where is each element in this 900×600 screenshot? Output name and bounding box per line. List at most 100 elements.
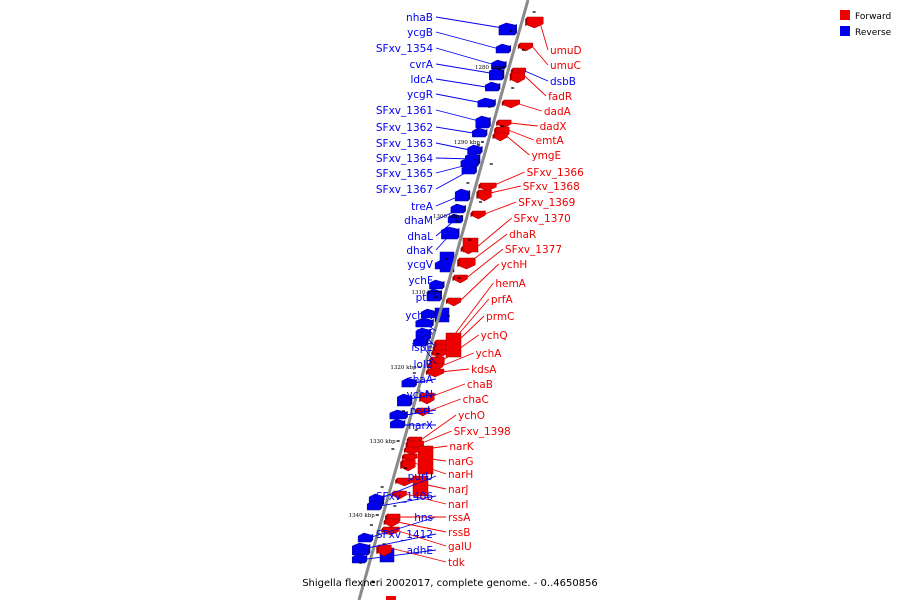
reverse-gene-arrow[interactable] (415, 317, 433, 328)
gene-label-narX[interactable]: narX (408, 420, 433, 432)
reverse-gene-arrow[interactable] (366, 500, 381, 511)
gene-labels[interactable]: nhaB ycgB SFxv_1354 cvrA ldcA ycgR SFxv_1361 SF… (376, 12, 584, 569)
gene-label-chaB[interactable]: chaB (467, 379, 493, 391)
gene-label-fadR[interactable]: fadR (548, 91, 572, 103)
gene-label-emtA[interactable]: emtA (536, 135, 565, 147)
gene-label-ychO[interactable]: ychO (458, 410, 485, 422)
forward-gene-arrow[interactable] (386, 596, 396, 600)
gene-label-ychQ[interactable]: ychQ (481, 330, 508, 342)
forward-gene-arrow[interactable] (447, 297, 462, 307)
gene-label-dhaK[interactable]: dhaK (406, 245, 434, 257)
gene-label-SFxv_1354[interactable]: SFxv_1354 (376, 43, 433, 55)
forward-gene-arrow[interactable] (503, 99, 521, 109)
gene-label-cvrA[interactable]: cvrA (410, 59, 434, 71)
gene-label-prfA[interactable]: prfA (491, 294, 514, 306)
gene-label-hemA[interactable]: hemA (495, 278, 526, 290)
gene-label-SFxv_1364[interactable]: SFxv_1364 (376, 153, 433, 165)
reverse-gene-arrow[interactable] (421, 308, 435, 319)
gene-label-SFxv_1363[interactable]: SFxv_1363 (376, 138, 433, 150)
gene-label-dadA[interactable]: dadA (544, 106, 572, 118)
gene-label-ymgE[interactable]: ymgE (531, 150, 561, 162)
forward-gene-arrow[interactable] (519, 42, 534, 52)
forward-gene-arrow[interactable] (472, 210, 486, 220)
reverse-gene-arrow[interactable] (397, 393, 411, 407)
forward-gene-arrow[interactable] (385, 518, 399, 528)
reverse-gene-arrow[interactable] (485, 81, 499, 92)
reverse-gene-arrow[interactable] (450, 203, 465, 214)
gene-label-ychM[interactable]: ychM (405, 310, 433, 322)
gene-label-ycgR[interactable]: ycgR (407, 89, 433, 101)
gene-label-dadX[interactable]: dadX (540, 121, 567, 133)
gene-label-umuD[interactable]: umuD (550, 45, 582, 57)
gene-label-ychA[interactable]: ychA (476, 348, 503, 360)
gene-label-narJ[interactable]: narJ (448, 484, 469, 496)
gene-label-ycgV[interactable]: ycgV (407, 259, 434, 271)
gene-label-ychN[interactable]: ychN (407, 389, 434, 401)
forward-gene-arrow[interactable] (402, 459, 416, 472)
reverse-gene-arrow[interactable] (401, 377, 416, 388)
gene-label-SFxv_1369[interactable]: SFxv_1369 (518, 197, 575, 209)
gene-label-adhE[interactable]: adhE (407, 545, 433, 557)
gene-label-SFxv_1406[interactable]: SFxv_1406 (376, 491, 433, 503)
gene-label-dhaR[interactable]: dhaR (509, 229, 536, 241)
gene-label-prs[interactable]: prs (417, 326, 433, 338)
forward-gene-arrow[interactable] (478, 189, 492, 202)
gene-label-tdk[interactable]: tdk (448, 557, 466, 569)
gene-label-narG[interactable]: narG (448, 456, 474, 468)
gene-label-chaC[interactable]: chaC (463, 394, 489, 406)
reverse-gene-arrow[interactable] (390, 418, 404, 429)
reverse-gene-arrow[interactable] (352, 542, 369, 556)
gene-label-pth[interactable]: pth (416, 292, 433, 304)
reverse-gene-arrow[interactable] (351, 553, 366, 564)
gene-label-narH[interactable]: narH (448, 469, 473, 481)
gene-label-ychH[interactable]: ychH (501, 259, 528, 271)
gene-label-hns[interactable]: hns (414, 512, 433, 524)
forward-gene-arrow[interactable] (454, 274, 468, 284)
gene-label-ycgB[interactable]: ycgB (407, 27, 433, 39)
forward-gene-arrow[interactable] (494, 132, 508, 142)
gene-label-chaA[interactable]: chaA (407, 374, 434, 386)
reverse-gene-arrow[interactable] (357, 532, 372, 543)
gene-label-SFxv_1366[interactable]: SFxv_1366 (527, 167, 584, 179)
reverse-gene-arrow[interactable] (461, 164, 476, 175)
gene-label-narK[interactable]: narK (449, 441, 474, 453)
gene-label-treA[interactable]: treA (411, 201, 434, 213)
gene-label-dhaL[interactable]: dhaL (407, 231, 433, 243)
reverse-gene-arrow[interactable] (413, 336, 427, 347)
gene-label-narL[interactable]: narL (410, 405, 433, 417)
gene-label-purU[interactable]: purU (408, 471, 433, 483)
gene-label-SFxv_1368[interactable]: SFxv_1368 (523, 181, 580, 193)
forward-gene-arrow[interactable] (511, 71, 525, 84)
gene-label-ychF[interactable]: ychF (408, 275, 433, 287)
forward-gene-block[interactable] (417, 445, 434, 475)
gene-label-SFxv_1412[interactable]: SFxv_1412 (376, 529, 433, 541)
gene-label-prmC[interactable]: prmC (486, 311, 514, 323)
reverse-gene-arrow[interactable] (472, 127, 486, 138)
gene-label-ldcA[interactable]: ldcA (410, 74, 433, 86)
gene-label-dsbB[interactable]: dsbB (550, 76, 576, 88)
gene-label-rssA[interactable]: rssA (448, 512, 471, 524)
forward-gene-block[interactable] (462, 237, 479, 253)
gene-label-umuC[interactable]: umuC (550, 60, 581, 72)
gene-label-galU[interactable]: galU (448, 541, 472, 553)
reverse-gene-arrow[interactable] (467, 144, 481, 155)
gene-label-ispE[interactable]: ispE (411, 342, 433, 354)
gene-label-kdsA[interactable]: kdsA (471, 364, 497, 376)
reverse-gene-arrow[interactable] (389, 409, 407, 420)
reverse-gene-arrow[interactable] (441, 226, 458, 240)
gene-label-dhaM[interactable]: dhaM (404, 215, 433, 227)
gene-label-rssB[interactable]: rssB (448, 527, 470, 539)
gene-label-narI[interactable]: narI (448, 499, 469, 511)
gene-label-SFxv_1398[interactable]: SFxv_1398 (454, 426, 511, 438)
gene-label-SFxv_1365[interactable]: SFxv_1365 (376, 168, 433, 180)
gene-label-nhaB[interactable]: nhaB (406, 12, 433, 24)
gene-label-SFxv_1362[interactable]: SFxv_1362 (376, 122, 433, 134)
gene-label-SFxv_1370[interactable]: SFxv_1370 (514, 213, 571, 225)
gene-label-lolB[interactable]: lolB (414, 359, 433, 371)
gene-label-SFxv_1367[interactable]: SFxv_1367 (376, 184, 433, 196)
kbp-tick-label: 1290 kbp (454, 140, 481, 146)
gene-label-SFxv_1377[interactable]: SFxv_1377 (505, 244, 562, 256)
gene-label-SFxv_1361[interactable]: SFxv_1361 (376, 105, 433, 117)
reverse-gene-arrow[interactable] (426, 288, 441, 302)
forward-gene-leader (484, 201, 517, 215)
